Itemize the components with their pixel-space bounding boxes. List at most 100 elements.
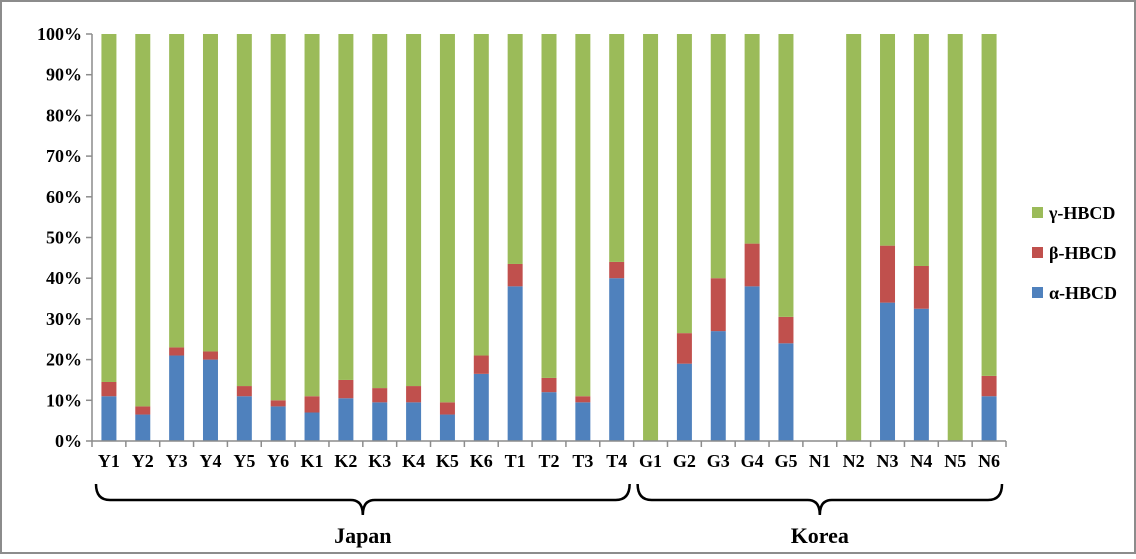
x-tick-label-k3: K3	[368, 451, 391, 471]
x-tick-label-n1: N1	[809, 451, 831, 471]
bar-g5-beta-hbcd	[778, 316, 794, 344]
bar-t3-gamma-hbcd	[575, 34, 591, 397]
bar-y3-gamma-hbcd	[169, 34, 185, 348]
group-label-japan: Japan	[334, 523, 391, 548]
y-tick-label: 40%	[46, 268, 82, 288]
bar-k6-alpha-hbcd	[473, 373, 489, 441]
bar-y5-beta-hbcd	[236, 386, 252, 397]
bar-k5-gamma-hbcd	[439, 34, 455, 403]
x-tick-label-g5: G5	[774, 451, 797, 471]
bar-g1-gamma-hbcd	[643, 34, 659, 441]
bar-t2-beta-hbcd	[541, 377, 557, 393]
bar-y3-alpha-hbcd	[169, 355, 185, 441]
bar-y6-alpha-hbcd	[270, 406, 286, 441]
bar-k2-beta-hbcd	[338, 379, 354, 399]
x-tick-labels: Y1 Y2 Y3 Y4 Y5 Y6 K1 K2 K3 K4 K5 K6 T1 T2 T3 T4 G1 G2 G3 G4…	[98, 451, 1000, 471]
bar-n2-gamma-hbcd	[846, 34, 862, 441]
bar-t1-gamma-hbcd	[507, 34, 523, 264]
x-tick-label-y6: Y6	[267, 451, 289, 471]
bar-n4-gamma-hbcd	[913, 34, 929, 266]
bar-y3-beta-hbcd	[169, 347, 185, 356]
bar-k4-gamma-hbcd	[406, 34, 422, 387]
y-tick-label: 70%	[46, 146, 82, 166]
group-label-korea: Korea	[791, 523, 849, 548]
x-tick-label-t1: T1	[505, 451, 526, 471]
bar-y2-alpha-hbcd	[135, 414, 151, 441]
legend-swatch-beta-hbcd	[1032, 247, 1043, 258]
bar-t1-beta-hbcd	[507, 263, 523, 287]
bar-y4-gamma-hbcd	[202, 34, 218, 352]
bar-k6-beta-hbcd	[473, 355, 489, 374]
bar-y4-alpha-hbcd	[202, 359, 218, 441]
x-tick-label-t3: T3	[572, 451, 593, 471]
y-tick-label: 100%	[37, 24, 82, 44]
x-tick-label-n6: N6	[978, 451, 1000, 471]
x-tick-label-g4: G4	[741, 451, 764, 471]
legend-swatch-gamma-hbcd	[1032, 207, 1043, 218]
bar-g3-gamma-hbcd	[710, 34, 726, 279]
x-tick-label-y5: Y5	[233, 451, 255, 471]
x-tick-label-n3: N3	[877, 451, 899, 471]
bar-k2-alpha-hbcd	[338, 398, 354, 441]
bar-y5-gamma-hbcd	[236, 34, 252, 387]
bar-t1-alpha-hbcd	[507, 286, 523, 441]
bar-n4-beta-hbcd	[913, 265, 929, 309]
bar-y1-beta-hbcd	[101, 381, 117, 397]
bar-t4-gamma-hbcd	[609, 34, 625, 262]
bar-n4-alpha-hbcd	[913, 308, 929, 441]
bar-k2-gamma-hbcd	[338, 34, 354, 380]
y-tick-label: 60%	[46, 187, 82, 207]
x-tick-label-y1: Y1	[98, 451, 120, 471]
bar-y4-beta-hbcd	[202, 351, 218, 360]
bar-t3-alpha-hbcd	[575, 402, 591, 441]
bar-k5-alpha-hbcd	[439, 414, 455, 441]
group-brackets: Japan Korea	[94, 483, 1004, 548]
y-tick-label: 20%	[46, 350, 82, 370]
bar-y6-beta-hbcd	[270, 400, 286, 407]
bar-g3-beta-hbcd	[710, 278, 726, 332]
x-tick-label-k4: K4	[402, 451, 425, 471]
x-tick-label-n2: N2	[843, 451, 865, 471]
y-tick-label: 10%	[46, 390, 82, 410]
x-tick-label-g1: G1	[639, 451, 662, 471]
x-tick-label-k1: K1	[301, 451, 324, 471]
bar-y2-beta-hbcd	[135, 406, 151, 415]
bar-k4-alpha-hbcd	[406, 402, 422, 441]
legend-label-alpha-hbcd: α-HBCD	[1049, 283, 1117, 303]
bar-k1-alpha-hbcd	[304, 412, 320, 441]
legend-swatch-alpha-hbcd	[1032, 287, 1043, 298]
bar-n5-gamma-hbcd	[947, 34, 963, 441]
bar-g3-alpha-hbcd	[710, 331, 726, 441]
y-tick-label: 30%	[46, 309, 82, 329]
bar-g4-alpha-hbcd	[744, 286, 760, 441]
bar-y5-alpha-hbcd	[236, 396, 252, 441]
bar-k6-gamma-hbcd	[473, 34, 489, 356]
x-tick-label-y2: Y2	[132, 451, 154, 471]
y-tick-labels: 0% 10% 20% 30% 40% 50% 60% 70% 80% 90% 100%	[37, 24, 82, 451]
bar-n3-alpha-hbcd	[880, 302, 896, 441]
bar-g5-alpha-hbcd	[778, 343, 794, 441]
bar-t3-beta-hbcd	[575, 396, 591, 403]
bar-g2-gamma-hbcd	[676, 34, 692, 334]
x-tick-label-t2: T2	[538, 451, 559, 471]
bar-t4-alpha-hbcd	[609, 278, 625, 441]
legend: γ-HBCD β-HBCD α-HBCD	[1032, 203, 1117, 303]
x-tick-label-n5: N5	[944, 451, 966, 471]
x-tick-label-g2: G2	[673, 451, 696, 471]
bar-k5-beta-hbcd	[439, 402, 455, 415]
bar-y2-gamma-hbcd	[135, 34, 151, 407]
x-tick-label-k2: K2	[334, 451, 357, 471]
bar-y1-gamma-hbcd	[101, 34, 117, 382]
bar-k3-beta-hbcd	[372, 388, 388, 403]
y-tick-label: 80%	[46, 105, 82, 125]
x-tick-label-y4: Y4	[199, 451, 221, 471]
y-tick-label: 90%	[46, 65, 82, 85]
bar-t4-beta-hbcd	[609, 261, 625, 279]
bar-n6-alpha-hbcd	[981, 396, 997, 441]
bar-k3-gamma-hbcd	[372, 34, 388, 389]
bar-g5-gamma-hbcd	[778, 34, 794, 317]
bar-k1-beta-hbcd	[304, 396, 320, 413]
bar-t2-alpha-hbcd	[541, 392, 557, 441]
